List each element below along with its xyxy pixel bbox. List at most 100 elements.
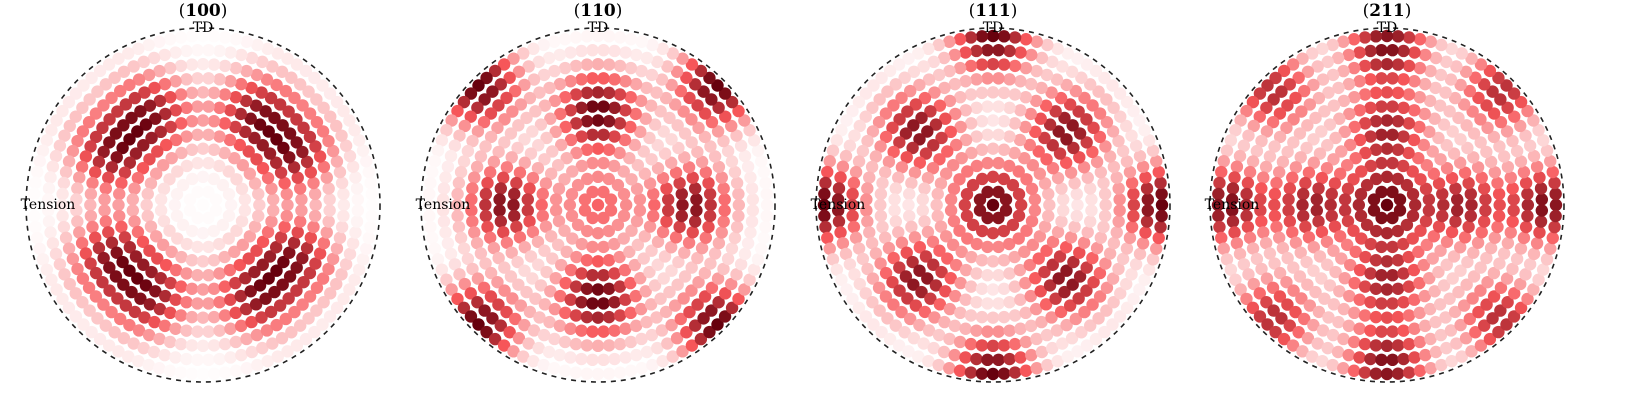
pole-density-point [1454,318,1467,332]
pole-density-point [1083,182,1097,195]
title-hkl: 100 [185,1,221,21]
pole-density-point [1042,187,1055,201]
pole-density-point [892,58,906,71]
pole-density-point [712,296,725,309]
pole-density-point [1500,318,1513,331]
pole-density-point [1268,257,1281,270]
pole-density-point [1347,61,1361,75]
pole-density-point [830,134,844,147]
pole-density-point [569,88,583,101]
pole-density-point [1386,185,1399,199]
pole-density-point [1277,332,1291,346]
pole-density-point [492,251,505,265]
pole-density-point [629,77,643,91]
pole-density-point [580,115,594,128]
pole-density-point [1364,101,1377,115]
pole-density-point [992,156,1005,170]
pole-density-point [604,204,618,217]
pole-density-point [1335,252,1348,265]
pole-density-point [1424,332,1437,346]
pole-density-point [906,141,919,155]
pole-density-point [1375,240,1388,254]
pole-density-point [558,364,572,377]
pole-density-point [717,262,730,276]
pole-density-point [137,341,150,355]
pole-density-point [1325,209,1338,223]
pole-density-point [1364,324,1377,337]
pole-density-point [1402,366,1416,379]
pole-density-point [536,187,549,201]
pole-density-point [1437,198,1450,212]
pole-density-point [1228,226,1241,239]
pole-density-point [343,114,356,127]
pole-density-point [479,140,492,153]
pole-density-point [1474,339,1488,352]
pole-density-point [1243,165,1257,179]
pole-density-point [1125,129,1138,142]
pole-density-point [497,226,510,239]
pole-density-point [1386,128,1399,141]
pole-density-point [229,33,243,46]
pole-density-point [961,232,974,245]
pole-density-point [986,142,1000,155]
pole-density-point [1240,209,1253,223]
pole-density-point [474,150,488,163]
pole-density-point [481,176,494,190]
pole-density-point [335,129,348,142]
pole-density-point [1549,187,1562,201]
pole-density-point [461,144,475,158]
pole-density-point [1369,115,1383,128]
pole-density-point [602,30,616,43]
pole-density-point [537,38,550,52]
pole-density-point [185,143,199,156]
pole-density-point [944,204,958,217]
pole-density-point [640,315,653,329]
pole-density-point [98,204,111,217]
pole-density-point [927,341,940,355]
pole-density-point [954,276,967,290]
pole-density-point [1348,90,1361,104]
pole-density-point [75,236,89,250]
pole-density-point [1281,99,1294,112]
pole-density-point [149,285,162,298]
pole-density-point [564,104,577,117]
tension-axis-label: Tension [811,197,866,213]
pole-density-point [1504,226,1517,239]
pole-density-point [1375,128,1388,141]
pole-density-point [861,215,874,228]
pole-density-point [656,225,670,239]
pole-density-point [253,198,266,212]
pole-density-point [1026,158,1040,172]
pole-density-point [580,339,594,352]
pole-density-point [1400,178,1414,192]
pole-density-point [170,209,184,222]
pole-density-point [1217,155,1230,168]
pole-density-point [1294,151,1307,164]
pole-density-point [84,140,97,153]
pole-density-point [1067,141,1080,155]
pole-density-point [959,293,972,306]
pole-density-point [1233,149,1247,163]
pole-density-point [270,133,283,146]
pole-density-point [531,235,545,248]
pole-density-point [1098,71,1111,85]
pole-density-point [1154,176,1167,190]
pole-density-point [1298,312,1311,326]
pole-density-point [480,71,493,85]
pole-density-point [638,167,652,180]
pole-density-point [669,231,683,244]
pole-density-point [947,214,961,228]
pole-density-point [77,79,90,92]
pole-density-point [611,178,625,192]
pole-density-point [1439,311,1452,324]
pole-density-point [295,204,308,217]
pole-density-point [997,115,1011,128]
pole-density-point [1008,309,1022,322]
pole-density-point [1315,272,1328,285]
pole-density-point [1003,352,1016,366]
pole-density-point [1107,160,1121,174]
pole-density-point [466,262,479,276]
pole-density-point [1234,114,1247,127]
pole-density-point [1070,209,1083,223]
pole-density-point [154,271,167,285]
